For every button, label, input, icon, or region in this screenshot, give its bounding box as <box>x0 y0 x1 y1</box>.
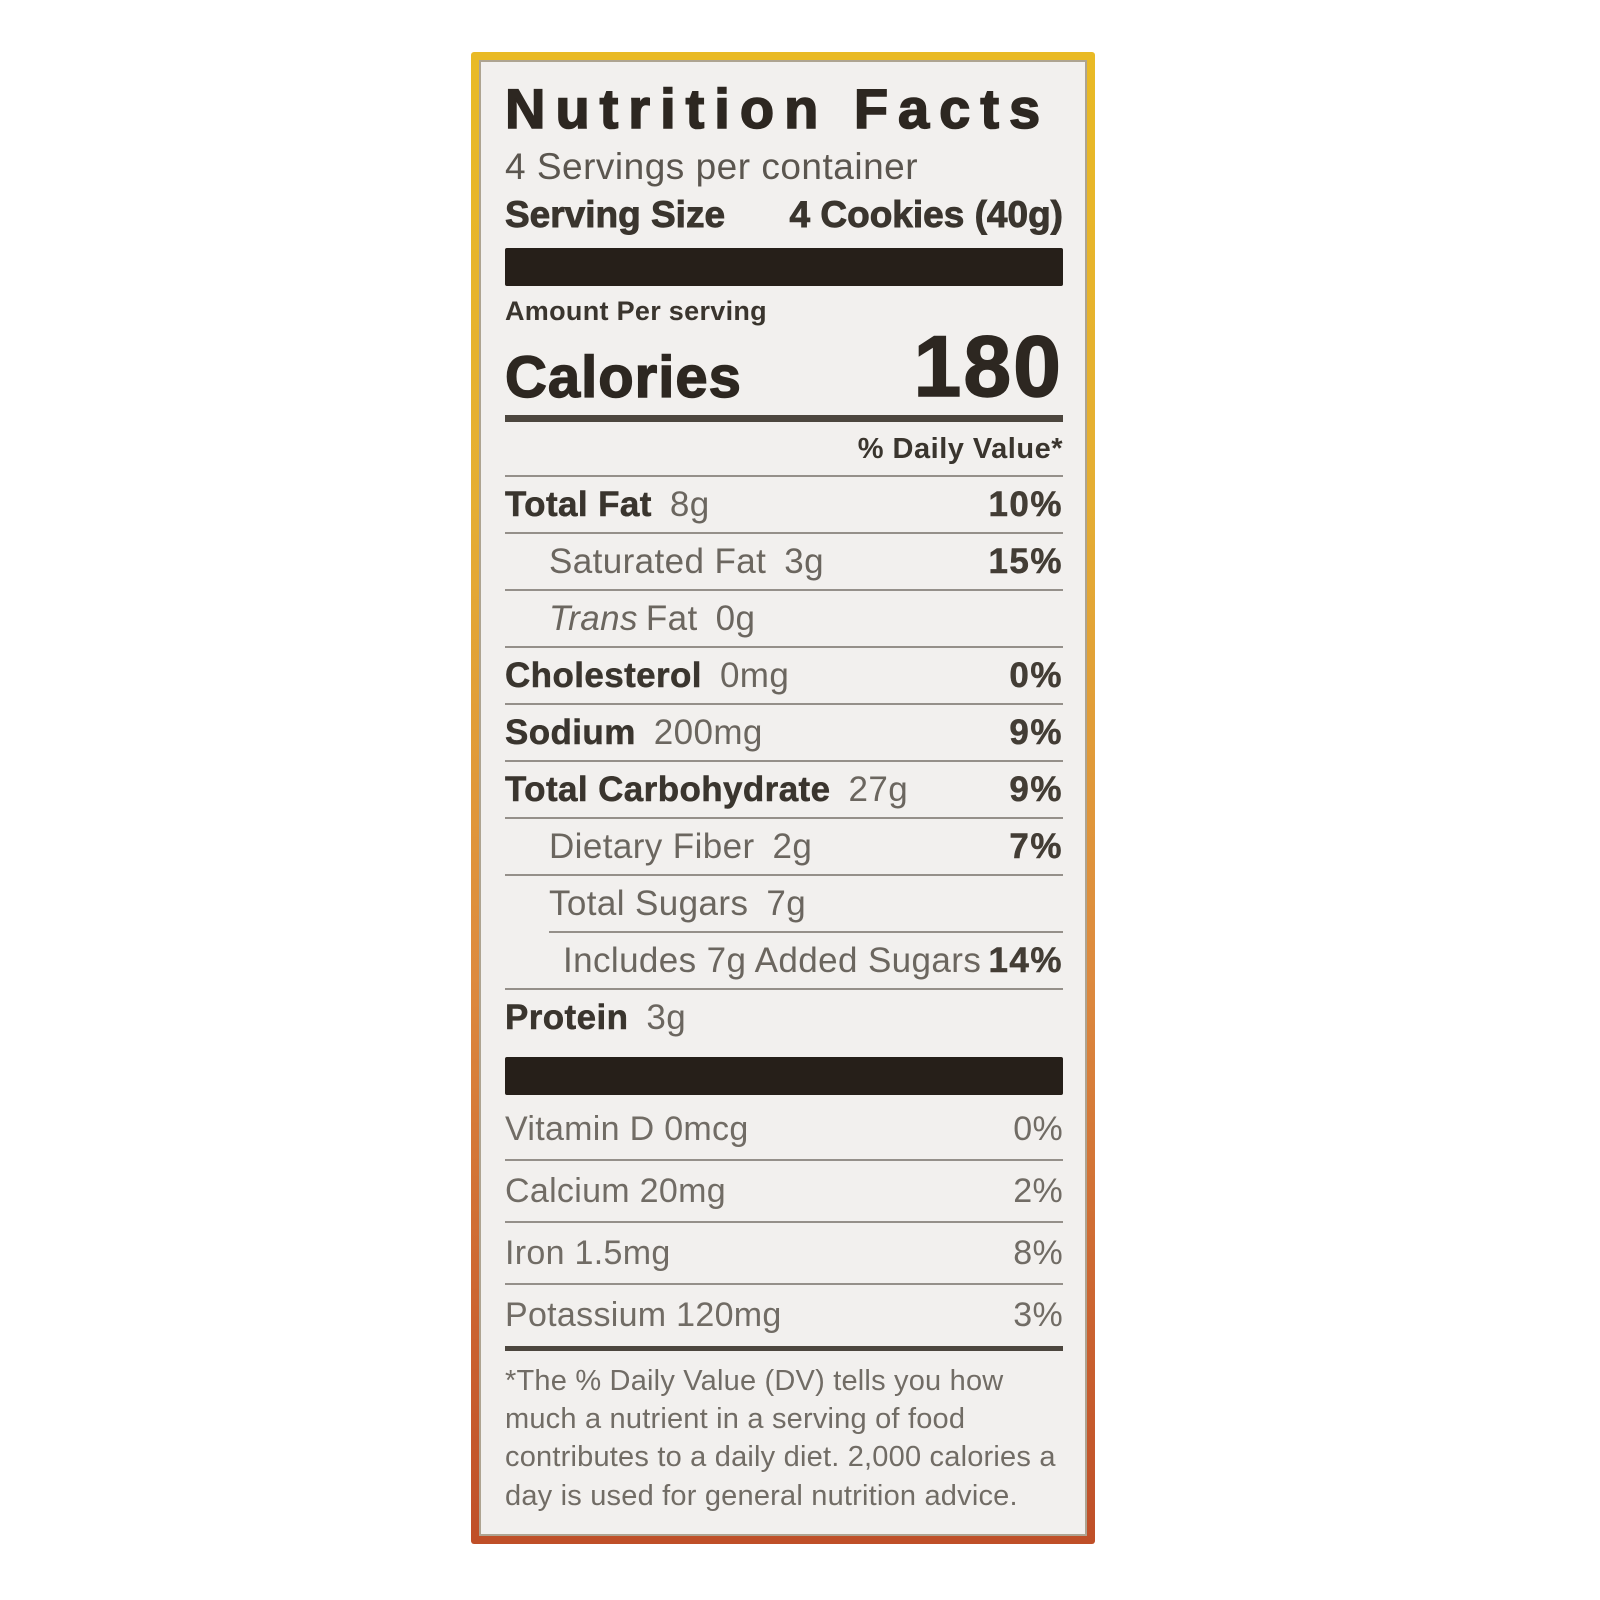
nutrition-facts-label: Nutrition Facts 4 Servings per container… <box>479 60 1087 1536</box>
nutrient-daily-value: 9% <box>1009 712 1063 753</box>
micronutrient-row-calcium: Calcium 20mg 2% <box>505 1161 1063 1221</box>
hairline-rule <box>505 987 1063 990</box>
nutrient-name-italic: Trans <box>549 598 638 638</box>
micronutrient-row-potassium: Potassium 120mg 3% <box>505 1285 1063 1345</box>
hairline-rule <box>505 702 1063 705</box>
micronutrient-daily-value: 8% <box>1013 1233 1063 1272</box>
micronutrient-row-iron: Iron 1.5mg 8% <box>505 1223 1063 1283</box>
nutrient-daily-value: 10% <box>988 484 1063 525</box>
nutrient-amount: 3g <box>784 541 825 581</box>
nutrient-name: Protein <box>505 997 629 1038</box>
micronutrient-daily-value: 3% <box>1013 1295 1063 1334</box>
nutrient-row-sodium: Sodium 200mg 9% <box>505 705 1063 760</box>
serving-size-value: 4 Cookies (40g) <box>789 194 1063 236</box>
nutrient-row-total-sugars: Total Sugars 7g <box>505 876 1063 931</box>
nutrient-amount: 0mg <box>719 655 790 695</box>
nutrient-amount: 7g <box>766 883 807 923</box>
label-title: Nutrition Facts <box>504 76 1051 140</box>
hairline-rule <box>505 759 1063 762</box>
nutrient-daily-value: 0% <box>1009 655 1063 696</box>
nutrient-name: Total Carbohydrate <box>505 769 831 810</box>
nutrient-name: Fat <box>645 598 698 638</box>
hairline-rule <box>505 873 1063 876</box>
nutrient-row-total-fat: Total Fat 8g 10% <box>505 477 1063 532</box>
nutrient-name: Dietary Fiber <box>549 826 755 866</box>
nutrient-row-trans-fat: Trans Fat 0g <box>505 591 1063 646</box>
hairline-rule <box>505 1220 1063 1223</box>
micronutrient-name: Calcium 20mg <box>505 1171 726 1210</box>
nutrient-amount: 8g <box>669 484 710 524</box>
nutrient-row-protein: Protein 3g <box>505 990 1063 1045</box>
calories-label: Calories <box>504 344 742 410</box>
micronutrient-name: Vitamin D 0mcg <box>505 1109 749 1148</box>
nutrient-row-saturated-fat: Saturated Fat 3g 15% <box>505 534 1063 589</box>
calories-value: 180 <box>913 319 1063 416</box>
medium-rule <box>505 1345 1063 1351</box>
daily-value-footnote: *The % Daily Value (DV) tells you how mu… <box>505 1364 1056 1512</box>
micronutrient-daily-value: 0% <box>1013 1109 1063 1148</box>
hairline-rule <box>505 1282 1063 1285</box>
hairline-rule <box>505 1158 1063 1161</box>
package-border: Nutrition Facts 4 Servings per container… <box>471 52 1095 1544</box>
nutrient-name: Includes 7g Added Sugars <box>563 940 982 980</box>
nutrient-daily-value: 15% <box>988 541 1063 582</box>
hairline-rule <box>505 588 1063 591</box>
serving-size-row: Serving Size 4 Cookies (40g) <box>505 194 1064 236</box>
nutrient-name: Total Sugars <box>549 883 749 923</box>
serving-size-label: Serving Size <box>505 194 726 236</box>
nutrient-amount: 3g <box>646 997 687 1037</box>
hairline-rule <box>505 531 1063 534</box>
servings-per-container: 4 Servings per container <box>505 145 919 187</box>
nutrient-row-cholesterol: Cholesterol 0mg 0% <box>505 648 1063 703</box>
micronutrient-name: Iron 1.5mg <box>505 1233 671 1272</box>
hairline-rule <box>505 474 1063 477</box>
nutrient-name: Cholesterol <box>505 655 702 696</box>
nutrient-row-added-sugars: Includes 7g Added Sugars 14% <box>505 933 1063 988</box>
medium-rule <box>505 414 1063 422</box>
nutrient-amount: 27g <box>848 769 909 809</box>
nutrient-row-total-carbohydrate: Total Carbohydrate 27g 9% <box>505 762 1063 817</box>
nutrient-daily-value: 9% <box>1009 769 1063 810</box>
nutrient-name: Saturated Fat <box>549 541 767 581</box>
nutrient-daily-value: 14% <box>988 940 1063 981</box>
thick-separator-bar <box>505 248 1063 287</box>
hairline-rule <box>505 816 1063 819</box>
micronutrient-name: Potassium 120mg <box>505 1295 782 1334</box>
nutrient-row-dietary-fiber: Dietary Fiber 2g 7% <box>505 819 1063 874</box>
thick-separator-bar <box>505 1056 1063 1095</box>
amount-per-serving-label: Amount Per serving <box>505 296 767 327</box>
nutrient-amount: 200mg <box>653 712 763 752</box>
hairline-rule-indented <box>549 930 1063 933</box>
nutrient-daily-value: 7% <box>1009 826 1063 867</box>
calories-row: Calories 180 <box>504 319 1063 416</box>
nutrient-amount: 0g <box>715 598 756 638</box>
micronutrient-row-vitamin-d: Vitamin D 0mcg 0% <box>505 1099 1063 1159</box>
hairline-rule <box>505 645 1063 648</box>
nutrient-amount: 2g <box>772 826 813 866</box>
daily-value-header: % Daily Value* <box>857 432 1063 465</box>
nutrient-name: Sodium <box>505 712 636 753</box>
nutrient-name: Total Fat <box>505 484 652 525</box>
micronutrient-daily-value: 2% <box>1013 1171 1063 1210</box>
